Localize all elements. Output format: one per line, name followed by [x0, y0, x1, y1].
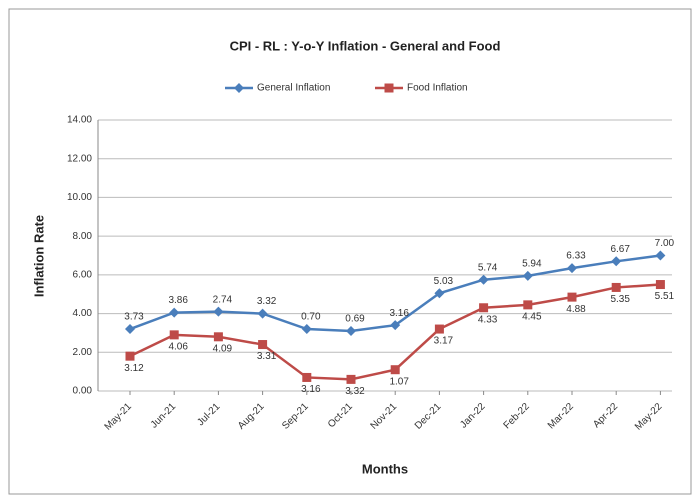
- data-label: 2.74: [213, 294, 233, 305]
- point: [390, 365, 400, 375]
- legend-marker: [384, 83, 394, 93]
- data-label: 1.07: [389, 376, 409, 387]
- point: [567, 292, 577, 302]
- point: [301, 324, 312, 335]
- data-label: 3.32: [345, 386, 365, 397]
- legend-label: General Inflation: [257, 83, 330, 94]
- point: [611, 256, 622, 267]
- point: [213, 332, 223, 342]
- data-label: 3.17: [434, 336, 454, 347]
- data-label: 7.00: [655, 238, 675, 249]
- y-tick-label: 12.00: [67, 153, 92, 164]
- point: [213, 306, 224, 317]
- point: [302, 372, 312, 382]
- point: [522, 270, 533, 281]
- point: [125, 324, 135, 335]
- point: [567, 263, 577, 274]
- point: [125, 351, 135, 361]
- data-label: 4.06: [168, 342, 188, 353]
- point: [346, 374, 356, 384]
- y-axis-title: Inflation Rate: [31, 215, 46, 297]
- y-tick-label: 2.00: [73, 347, 93, 358]
- y-tick-label: 4.00: [73, 308, 93, 319]
- legend-marker: [234, 83, 244, 93]
- data-label: 4.45: [522, 312, 542, 323]
- chart-title: CPI - RL : Y-o-Y Inflation - General and…: [230, 38, 501, 53]
- chart-border: [8, 8, 692, 495]
- data-label: 5.94: [522, 258, 542, 269]
- data-label: 6.33: [566, 251, 586, 262]
- data-label: 3.31: [257, 351, 277, 362]
- point: [257, 308, 268, 319]
- data-label: 5.03: [434, 276, 454, 287]
- data-label: 0.70: [301, 312, 321, 323]
- legend-label: Food Inflation: [407, 83, 468, 94]
- x-axis-title: Months: [362, 461, 408, 476]
- data-label: 3.16: [389, 308, 409, 319]
- y-tick-label: 0.00: [73, 386, 93, 397]
- point: [655, 250, 666, 261]
- data-label: 3.32: [257, 296, 277, 307]
- data-label: 5.51: [655, 291, 675, 302]
- data-label: 6.67: [610, 244, 630, 255]
- point: [479, 303, 489, 313]
- point: [655, 280, 665, 290]
- y-tick-label: 14.00: [67, 115, 92, 126]
- point: [169, 307, 180, 318]
- point: [169, 330, 179, 340]
- data-label: 3.16: [301, 384, 321, 395]
- data-label: 5.35: [610, 294, 630, 305]
- data-label: 4.33: [478, 314, 498, 325]
- point: [611, 282, 621, 292]
- point: [434, 324, 444, 334]
- point: [478, 274, 489, 285]
- y-tick-label: 10.00: [67, 192, 92, 203]
- point: [434, 288, 445, 299]
- data-label: 3.73: [124, 312, 144, 323]
- data-label: 4.09: [213, 343, 233, 354]
- point: [390, 320, 401, 331]
- y-tick-label: 6.00: [73, 269, 93, 280]
- point: [258, 340, 268, 350]
- data-label: 4.88: [566, 304, 586, 315]
- data-label: 3.86: [168, 295, 188, 306]
- y-tick-label: 8.00: [73, 231, 93, 242]
- data-label: 0.69: [345, 314, 365, 325]
- point: [346, 325, 356, 336]
- data-label: 3.12: [124, 363, 144, 374]
- data-label: 5.74: [478, 262, 498, 273]
- point: [523, 300, 533, 310]
